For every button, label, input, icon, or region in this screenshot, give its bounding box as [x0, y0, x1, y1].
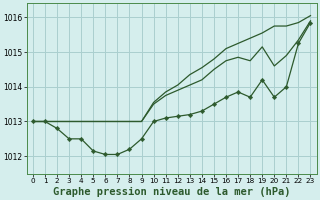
X-axis label: Graphe pression niveau de la mer (hPa): Graphe pression niveau de la mer (hPa)	[53, 186, 291, 197]
